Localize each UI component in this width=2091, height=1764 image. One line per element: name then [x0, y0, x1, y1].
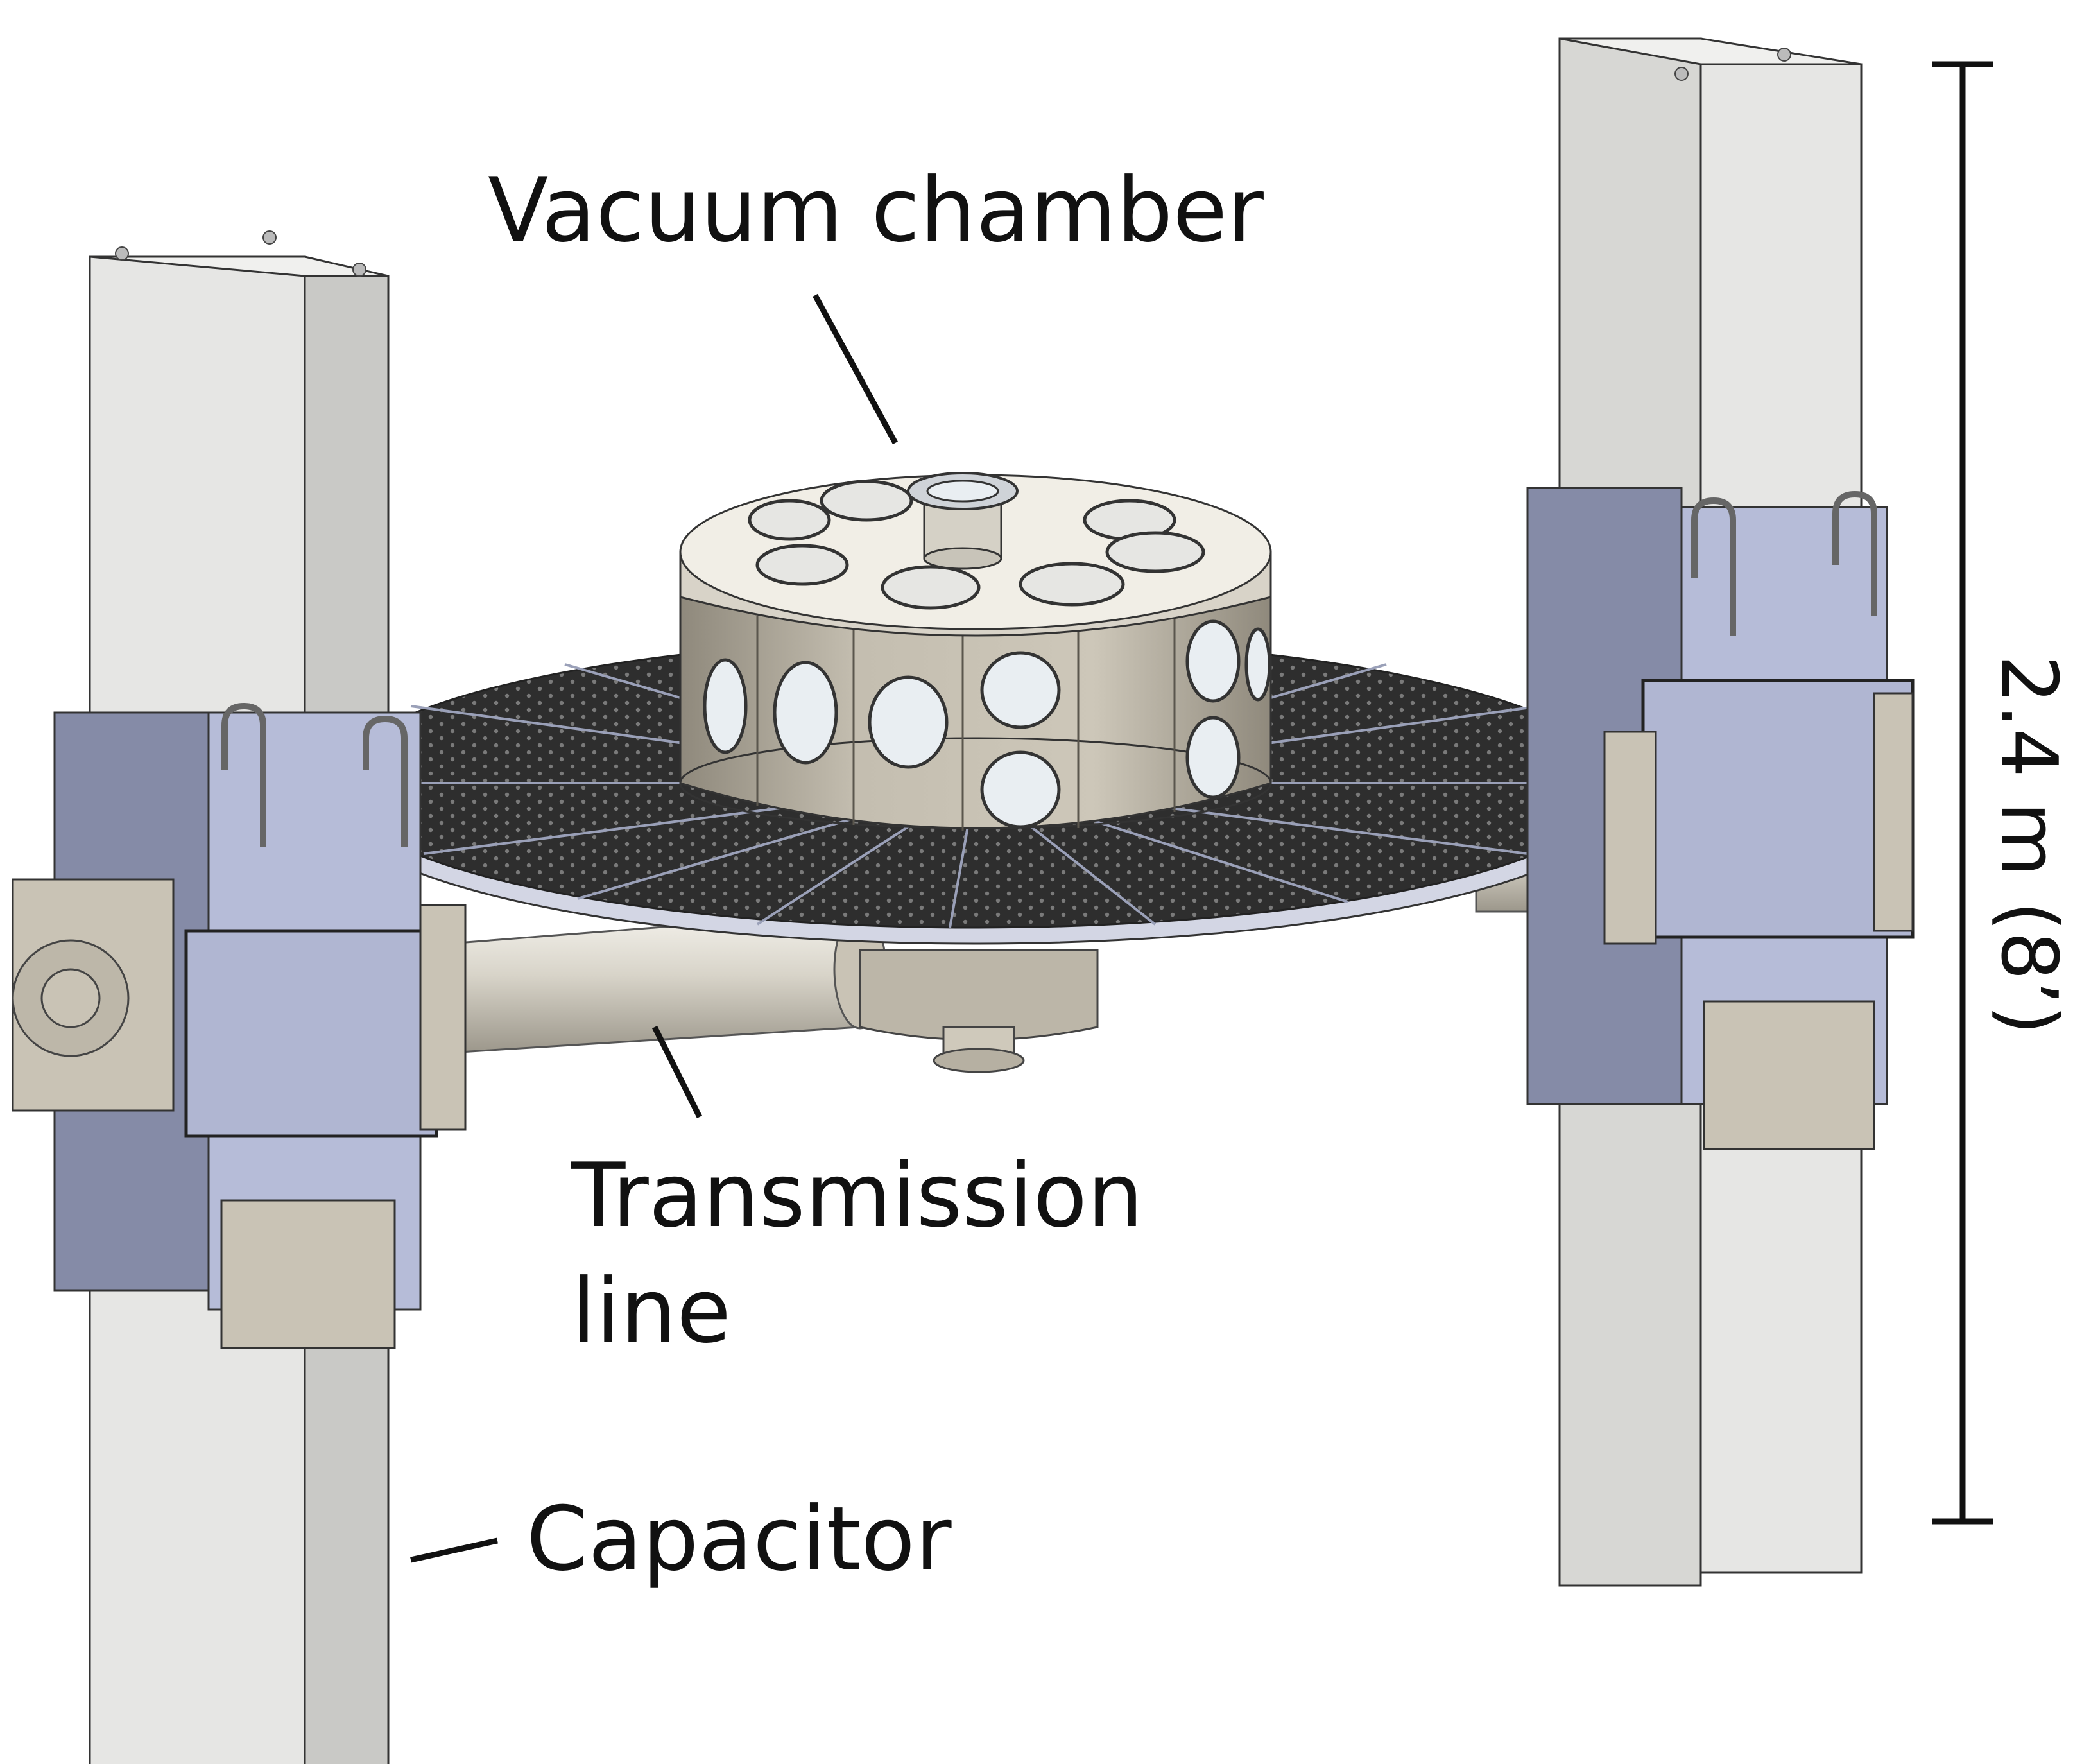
capacitor-left-housing	[12, 702, 467, 1349]
bottom-port	[859, 949, 1099, 1073]
scale-label: 2.4 m (8’)	[1984, 655, 2073, 1035]
vacuum-chamber-label: Vacuum chamber	[488, 159, 1264, 262]
lid-ports	[748, 480, 1205, 610]
transmission-line-label-line1: Transmission	[571, 1144, 1143, 1247]
capacitor-leader	[410, 1537, 498, 1563]
transmission-line-leader	[651, 1025, 703, 1119]
top-port	[907, 472, 1019, 570]
scale-bar	[1932, 61, 1993, 1525]
chamber-viewports	[703, 619, 1271, 829]
vacuum-chamber	[679, 472, 1272, 831]
capacitor-label: Capacitor	[526, 1487, 952, 1591]
capacitor-right-housing	[1526, 487, 1915, 1150]
transmission-line-label: Transmission line	[571, 1144, 1171, 1363]
vacuum-chamber-leader	[813, 293, 898, 445]
transmission-line-label-line2: line	[571, 1259, 731, 1363]
